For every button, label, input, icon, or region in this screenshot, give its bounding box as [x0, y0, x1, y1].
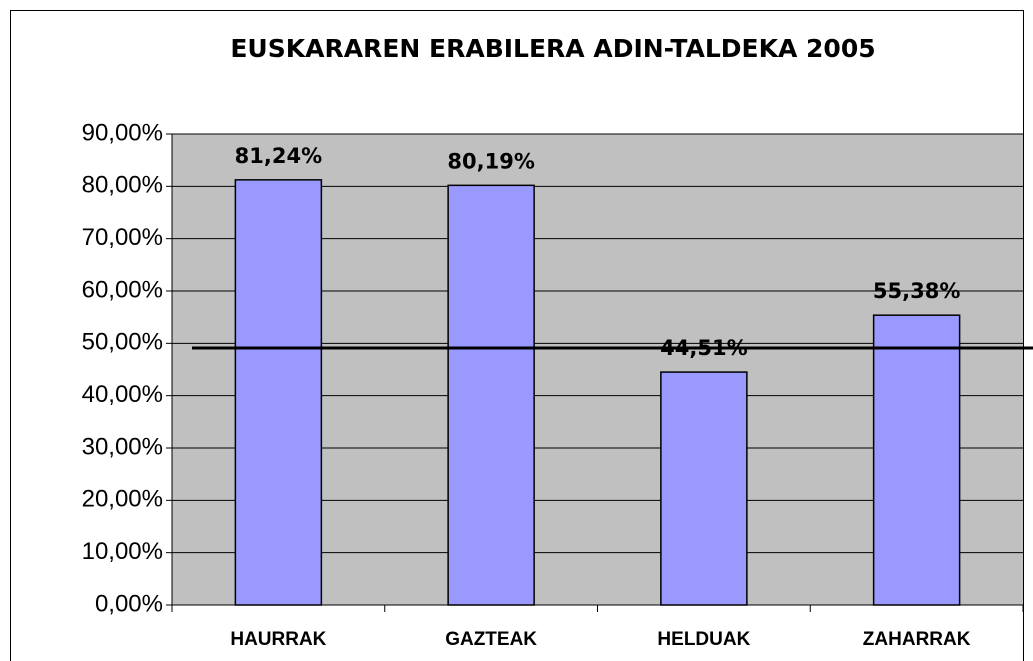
x-tick-label: HELDUAK	[657, 629, 750, 650]
data-label: 80,19%	[447, 149, 534, 173]
y-tick-label: 40,00%	[82, 381, 163, 408]
y-tick-label: 70,00%	[82, 224, 163, 251]
y-tick-label: 30,00%	[82, 433, 163, 460]
bar	[872, 314, 961, 606]
y-tick-label: 20,00%	[82, 486, 163, 513]
data-label: 55,38%	[873, 279, 960, 303]
y-tick-label: 60,00%	[82, 276, 163, 303]
y-tick-label: 50,00%	[82, 329, 163, 356]
y-tick-label: 0,00%	[95, 590, 163, 617]
bar	[447, 184, 535, 606]
chart-border	[10, 10, 1024, 661]
bar	[234, 179, 323, 606]
chart-title: EUSKARAREN ERABILERA ADIN-TALDEKA 2005	[230, 34, 875, 63]
y-tick-label: 90,00%	[82, 119, 163, 146]
data-label: 81,24%	[235, 144, 322, 168]
y-tick-label: 80,00%	[82, 172, 163, 199]
y-tick-label: 10,00%	[82, 538, 163, 565]
x-tick-label: ZAHARRAK	[863, 629, 971, 650]
x-tick-label: GAZTEAK	[445, 629, 537, 650]
bar	[660, 371, 748, 606]
x-tick-label: HAURRAK	[230, 629, 326, 650]
